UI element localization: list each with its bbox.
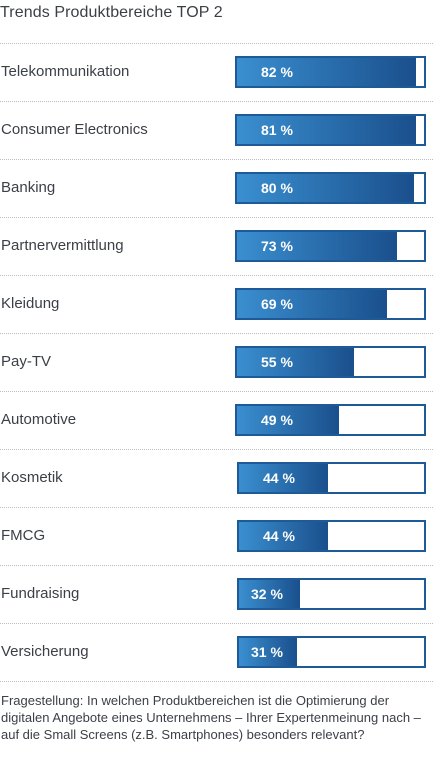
bar-row: Versicherung 31 % [0, 623, 433, 681]
category-label: Telekommunikation [1, 63, 130, 80]
chart-title: Trends Produktbereiche TOP 2 [0, 4, 223, 21]
category-label: Versicherung [1, 643, 89, 660]
value-label: 82 % [261, 64, 293, 80]
bar [237, 58, 416, 86]
bar [237, 232, 397, 260]
category-label: Banking [1, 179, 56, 196]
bar [237, 116, 416, 144]
bar [239, 522, 328, 550]
bar-track: 82 % [235, 56, 426, 88]
bar [237, 174, 414, 202]
bar-track: 32 % [237, 578, 426, 610]
value-label: 44 % [263, 470, 295, 486]
value-label: 80 % [261, 180, 293, 196]
bar [239, 580, 300, 608]
value-label: 81 % [261, 122, 293, 138]
bar-row: Kosmetik 44 % [0, 449, 433, 507]
bar [239, 638, 297, 666]
category-label: Kosmetik [1, 469, 63, 486]
value-label: 31 % [251, 644, 283, 660]
bar-row: Kleidung 69 % [0, 275, 433, 333]
value-label: 55 % [261, 354, 293, 370]
divider [0, 681, 433, 682]
bar-track: 55 % [235, 346, 426, 378]
bar-track: 44 % [237, 462, 426, 494]
value-label: 44 % [263, 528, 295, 544]
category-label: Partnervermittlung [1, 237, 124, 254]
bar-track: 31 % [237, 636, 426, 668]
bar-row: Pay-TV 55 % [0, 333, 433, 391]
category-label: FMCG [1, 527, 46, 544]
bar [237, 406, 339, 434]
value-label: 69 % [261, 296, 293, 312]
bar-row: Telekommunikation 82 % [0, 43, 433, 101]
bar-row: Automotive 49 % [0, 391, 433, 449]
bar-track: 69 % [235, 288, 426, 320]
bar-track: 81 % [235, 114, 426, 146]
bar-chart: Telekommunikation 82 % Consumer Electronic… [0, 43, 433, 681]
value-label: 73 % [261, 238, 293, 254]
bar-row: FMCG 44 % [0, 507, 433, 565]
bar [239, 464, 328, 492]
bar-row: Consumer Electronics 81 % [0, 101, 433, 159]
category-label: Pay-TV [1, 353, 52, 370]
value-label: 32 % [251, 586, 283, 602]
bar-row: Fundraising 32 % [0, 565, 433, 623]
category-label: Fundraising [1, 585, 80, 602]
bar-track: 44 % [237, 520, 426, 552]
bar-track: 73 % [235, 230, 426, 262]
survey-question: Fragestellung: In welchen Produktbereich… [1, 693, 421, 742]
bar-row: Partnervermittlung 73 % [0, 217, 433, 275]
bar-track: 80 % [235, 172, 426, 204]
category-label: Consumer Electronics [1, 121, 148, 138]
bar [237, 348, 354, 376]
value-label: 49 % [261, 412, 293, 428]
bar-track: 49 % [235, 404, 426, 436]
category-label: Kleidung [1, 295, 60, 312]
bar-row: Banking 80 % [0, 159, 433, 217]
bar [237, 290, 387, 318]
category-label: Automotive [1, 411, 77, 428]
